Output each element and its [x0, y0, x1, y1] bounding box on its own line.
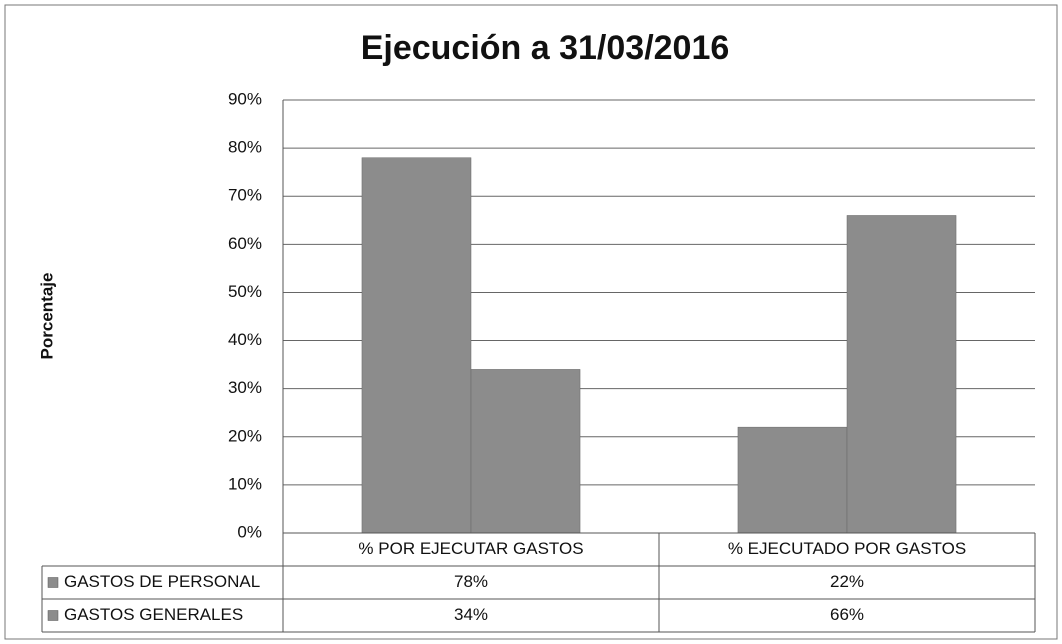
- bar: [846, 215, 957, 534]
- y-tick-label: 50%: [228, 282, 262, 301]
- y-tick-label: 40%: [228, 330, 262, 349]
- bar: [361, 157, 472, 534]
- y-tick-label: 60%: [228, 234, 262, 253]
- y-tick-label: 70%: [228, 186, 262, 205]
- chart-title: Ejecución a 31/03/2016: [361, 29, 730, 67]
- legend-label: GASTOS DE PERSONAL: [64, 572, 260, 591]
- data-label: 34%: [454, 605, 488, 624]
- y-tick-label: 90%: [228, 89, 262, 108]
- bar: [470, 369, 581, 534]
- data-label: 22%: [830, 572, 864, 591]
- data-label: 78%: [454, 572, 488, 591]
- data-label: 66%: [830, 605, 864, 624]
- y-tick-label: 30%: [228, 378, 262, 397]
- bar: [737, 426, 848, 534]
- legend-label: GASTOS GENERALES: [64, 605, 243, 624]
- x-tick-label: % EJECUTADO POR GASTOS: [728, 539, 966, 558]
- x-tick-label: % POR EJECUTAR GASTOS: [358, 539, 583, 558]
- y-tick-label: 20%: [228, 426, 262, 445]
- y-tick-label: 80%: [228, 138, 262, 157]
- y-axis-label: Porcentaje: [37, 273, 56, 360]
- y-tick-label: 0%: [237, 522, 262, 541]
- legend-swatch: [47, 610, 59, 621]
- y-tick-label: 10%: [228, 474, 262, 493]
- legend-swatch: [47, 577, 59, 588]
